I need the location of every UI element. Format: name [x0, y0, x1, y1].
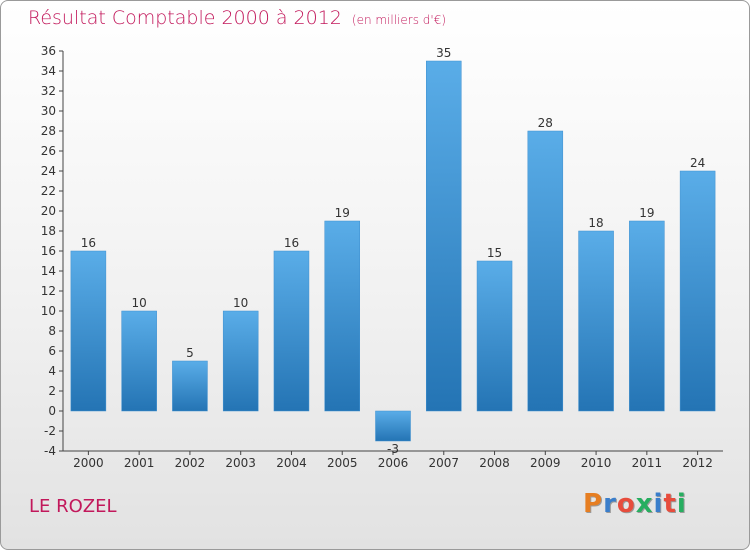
bar-2009 [527, 130, 564, 412]
place-name: LE ROZEL [29, 496, 117, 517]
y-tick-label: 10 [41, 304, 56, 318]
x-tick-label: 2006 [378, 456, 409, 470]
y-tick-label: 22 [41, 184, 56, 198]
logo-letter: i [653, 489, 664, 519]
data-label-2000: 16 [81, 236, 96, 250]
y-tick-label: 26 [41, 144, 56, 158]
bar-2006 [375, 410, 411, 442]
y-tick-label: 18 [41, 224, 56, 238]
bar-2007 [426, 60, 462, 412]
data-label-2011: 19 [639, 206, 654, 220]
x-tick-label: 2011 [632, 456, 663, 470]
bar-2002 [172, 360, 208, 412]
y-tick-label: 14 [41, 264, 56, 278]
data-label-2003: 10 [233, 296, 248, 310]
data-label-2008: 15 [487, 246, 502, 260]
axes: -4-2024681012141618202224262830323436200… [41, 44, 723, 470]
y-tick-label: 30 [41, 104, 56, 118]
x-tick-label: 2000 [73, 456, 104, 470]
y-tick-label: 36 [41, 44, 56, 58]
logo-letter: i [676, 489, 687, 519]
logo-letter: o [616, 489, 636, 519]
y-tick-label: -2 [44, 424, 56, 438]
y-tick-label: -4 [44, 444, 56, 458]
x-tick-label: 2009 [530, 456, 561, 470]
bar-2008 [476, 260, 513, 412]
proxiti-logo[interactable]: Proxiti [583, 489, 687, 519]
bar-2004 [273, 250, 310, 412]
bar-2010 [578, 230, 614, 412]
bar-2011 [629, 220, 665, 412]
logo-letter: t [663, 489, 677, 519]
bar-2012 [679, 170, 716, 412]
x-tick-label: 2002 [175, 456, 206, 470]
data-label-2002: 5 [186, 346, 194, 360]
x-tick-label: 2005 [327, 456, 358, 470]
chart-title-unit: (en milliers d'€) [351, 13, 447, 27]
data-label-2010: 18 [588, 216, 603, 230]
bar-2001 [121, 310, 157, 412]
bars [70, 60, 716, 442]
bar-2005 [324, 220, 360, 412]
logo-letter: x [635, 489, 654, 519]
x-tick-label: 2004 [276, 456, 307, 470]
bar-2003 [222, 310, 259, 412]
y-tick-label: 8 [48, 324, 56, 338]
y-tick-label: 0 [48, 404, 56, 418]
x-tick-label: 2012 [682, 456, 713, 470]
y-tick-label: 20 [41, 204, 56, 218]
x-tick-label: 2001 [124, 456, 155, 470]
x-tick-label: 2008 [479, 456, 510, 470]
y-tick-label: 32 [41, 84, 56, 98]
y-tick-label: 28 [41, 124, 56, 138]
y-tick-label: 24 [41, 164, 56, 178]
chart-title: Résultat Comptable 2000 à 2012 (en millie… [28, 7, 446, 29]
data-label-2005: 19 [335, 206, 350, 220]
data-label-2009: 28 [538, 116, 553, 130]
logo-letter: r [603, 489, 617, 519]
y-tick-label: 16 [41, 244, 56, 258]
data-label-2001: 10 [132, 296, 147, 310]
data-label-2012: 24 [690, 156, 705, 170]
y-tick-label: 4 [48, 364, 56, 378]
y-tick-label: 2 [48, 384, 56, 398]
bar-2000 [70, 250, 107, 412]
y-tick-label: 12 [41, 284, 56, 298]
y-tick-label: 6 [48, 344, 56, 358]
x-tick-label: 2010 [581, 456, 612, 470]
y-tick-label: 34 [41, 64, 56, 78]
x-tick-label: 2003 [225, 456, 256, 470]
data-label-2006: -3 [387, 442, 399, 456]
x-tick-label: 2007 [428, 456, 459, 470]
data-labels: 16 10 5 10 16 19 -3 35 15 28 18 19 24 [81, 46, 706, 456]
data-label-2007: 35 [436, 46, 451, 60]
data-label-2004: 16 [284, 236, 299, 250]
logo-letter: P [583, 489, 604, 519]
chart-title-main: Résultat Comptable 2000 à 2012 [28, 7, 342, 29]
